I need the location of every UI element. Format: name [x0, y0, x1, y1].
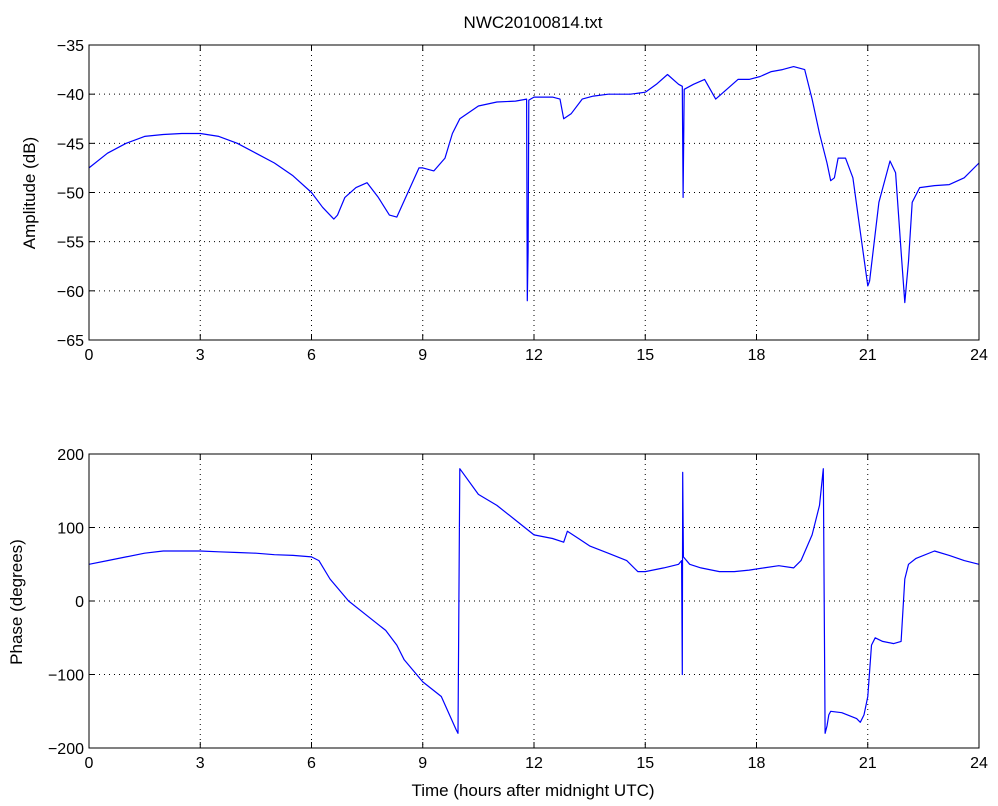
phase-x-tick-label: 18 — [748, 755, 766, 772]
amplitude-x-tick-label: 12 — [525, 347, 543, 364]
phase-x-tick-labels: 0 3 6 9 12 15 18 21 24 — [85, 755, 988, 772]
phase-y-tick-labels: 200 100 0 −100 −200 — [48, 447, 84, 758]
amplitude-x-tick-label: 3 — [196, 347, 205, 364]
phase-x-tick-label: 21 — [859, 755, 877, 772]
amplitude-series — [88, 65, 980, 304]
amplitude-x-tick-label: 21 — [859, 347, 877, 364]
phase-y-tick-label: −200 — [48, 741, 84, 758]
amplitude-y-tick-label: −50 — [57, 186, 84, 203]
amplitude-x-tick-label: 15 — [636, 347, 654, 364]
amplitude-y-tick-label: −60 — [57, 284, 84, 301]
amplitude-y-axis-label: Amplitude (dB) — [20, 137, 39, 249]
phase-y-axis-label: Phase (degrees) — [7, 539, 26, 665]
phase-y-tick-label: 0 — [75, 594, 84, 611]
amplitude-y-tick-label: −35 — [57, 38, 84, 55]
phase-x-tick-label: 3 — [196, 755, 205, 772]
phase-y-tick-label: 200 — [57, 447, 84, 464]
phase-x-tick-label: 9 — [418, 755, 427, 772]
phase-x-tick-label: 15 — [636, 755, 654, 772]
amplitude-x-tick-labels: 0 3 6 9 12 15 18 21 24 — [85, 347, 988, 364]
amplitude-x-tick-label: 0 — [85, 347, 94, 364]
amplitude-y-tick-labels: −35 −40 −45 −50 −55 −60 −65 — [57, 38, 84, 350]
phase-y-tick-label: −100 — [48, 668, 84, 685]
amplitude-x-tick-label: 18 — [748, 347, 766, 364]
phase-x-tick-label: 12 — [525, 755, 543, 772]
amplitude-y-tick-label: −40 — [57, 87, 84, 104]
chart-title: NWC20100814.txt — [464, 13, 603, 32]
phase-x-tick-label: 0 — [85, 755, 94, 772]
amplitude-axes: NWC20100814.txt 0 3 6 9 12 15 18 21 24 −35 −40 −45… — [20, 13, 988, 364]
amplitude-grid — [89, 45, 979, 340]
phase-series-line — [88, 468, 980, 734]
amplitude-x-tick-label: 6 — [307, 347, 316, 364]
amplitude-y-tick-label: −65 — [57, 333, 84, 350]
phase-axes: 0 3 6 9 12 15 18 21 24 200 100 0 −100 −200 Phase (de… — [7, 447, 988, 800]
amplitude-x-tick-label: 9 — [418, 347, 427, 364]
phase-series — [88, 468, 980, 734]
amplitude-series-line — [88, 65, 980, 304]
amplitude-axes-frame — [88, 44, 980, 341]
phase-axes-frame — [88, 453, 980, 749]
amplitude-x-tick-label: 24 — [970, 347, 988, 364]
phase-x-tick-label: 6 — [307, 755, 316, 772]
amplitude-y-tick-label: −45 — [57, 136, 84, 153]
phase-x-tick-label: 24 — [970, 755, 988, 772]
phase-y-tick-label: 100 — [57, 521, 84, 538]
x-axis-label: Time (hours after midnight UTC) — [411, 781, 654, 800]
amplitude-y-tick-label: −55 — [57, 235, 84, 252]
